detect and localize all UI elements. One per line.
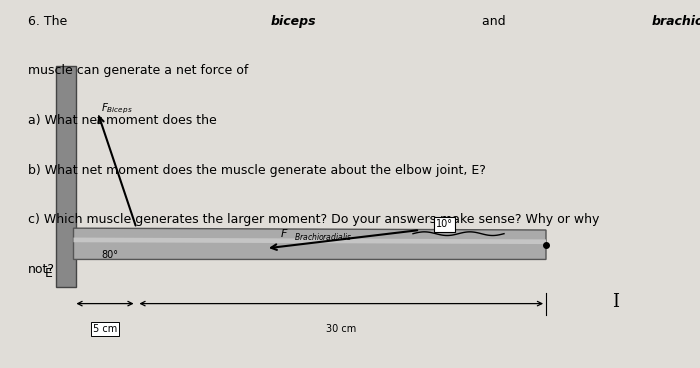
Polygon shape xyxy=(74,238,546,244)
Text: 10°: 10° xyxy=(436,219,453,230)
Text: not?: not? xyxy=(28,263,55,276)
Text: 30 cm: 30 cm xyxy=(326,324,356,334)
Text: and: and xyxy=(479,15,510,28)
Text: a) What net moment does the: a) What net moment does the xyxy=(28,114,221,127)
Text: c) Which muscle generates the larger moment? Do your answers make sense? Why or : c) Which muscle generates the larger mom… xyxy=(28,213,599,226)
Text: E: E xyxy=(45,267,52,280)
Text: $\mathit{Brachioradialis}$: $\mathit{Brachioradialis}$ xyxy=(294,231,352,242)
Text: brachioradialis: brachioradialis xyxy=(652,15,700,28)
Polygon shape xyxy=(74,228,546,259)
Text: 6. The: 6. The xyxy=(28,15,71,28)
Text: 5 cm: 5 cm xyxy=(93,324,117,334)
Text: I: I xyxy=(612,293,620,311)
Text: muscle can generate a net force of: muscle can generate a net force of xyxy=(28,64,253,77)
Text: biceps: biceps xyxy=(270,15,316,28)
Text: $\mathit{F}_{\mathit{Biceps}}$: $\mathit{F}_{\mathit{Biceps}}$ xyxy=(101,102,133,116)
Text: b) What net moment does the muscle generate about the elbow joint, E?: b) What net moment does the muscle gener… xyxy=(28,164,486,177)
Text: 80°: 80° xyxy=(102,250,118,259)
Bar xyxy=(56,66,76,287)
Text: $\mathit{F}$: $\mathit{F}$ xyxy=(280,227,288,239)
